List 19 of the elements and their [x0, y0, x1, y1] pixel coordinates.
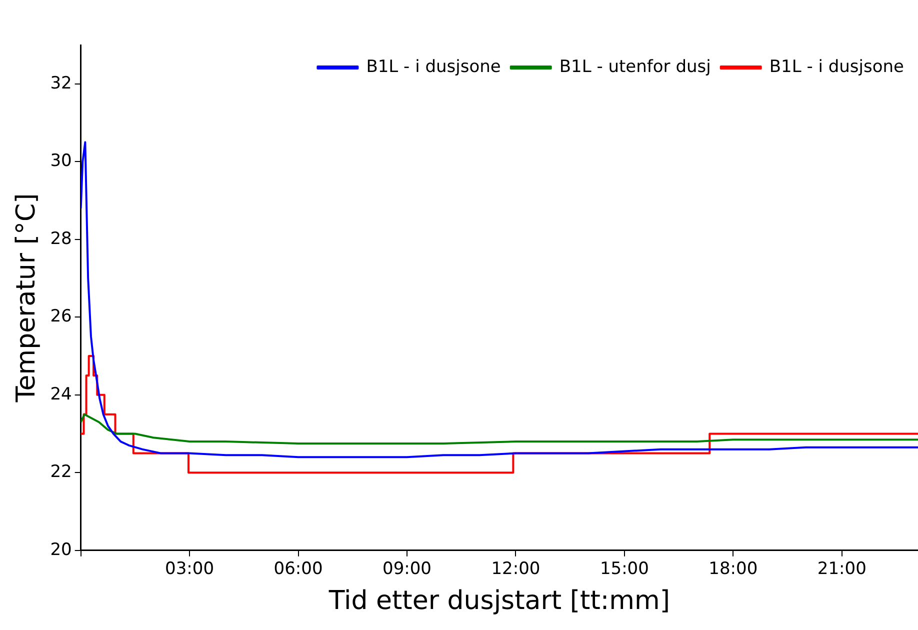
y-tick-label: 26	[50, 306, 72, 327]
y-tick-label: 24	[50, 384, 72, 404]
y-tick-label: 32	[50, 73, 72, 94]
legend-label: B1L - i dusjsone	[366, 56, 501, 77]
legend-label: B1L - utenfor dusj	[559, 56, 711, 77]
x-tick-label: 09:00	[382, 559, 432, 580]
x-tick-label: 15:00	[600, 559, 649, 580]
x-tick-label: 12:00	[491, 559, 540, 580]
x-tick-label: 18:00	[708, 559, 758, 580]
legend-label: B1L - i dusjsone	[769, 56, 904, 77]
y-tick-label: 30	[50, 151, 72, 172]
x-axis-title: Tid etter dusjstart [tt:mm]	[328, 586, 670, 616]
x-tick-label: 03:00	[165, 559, 214, 580]
x-tick-label: 06:00	[274, 559, 323, 580]
x-tick-label: 21:00	[817, 559, 866, 580]
y-tick-label: 22	[50, 462, 72, 482]
y-axis-title: Temperatur [°C]	[11, 193, 42, 404]
y-tick-label: 20	[50, 540, 72, 560]
y-tick-label: 28	[50, 228, 72, 249]
